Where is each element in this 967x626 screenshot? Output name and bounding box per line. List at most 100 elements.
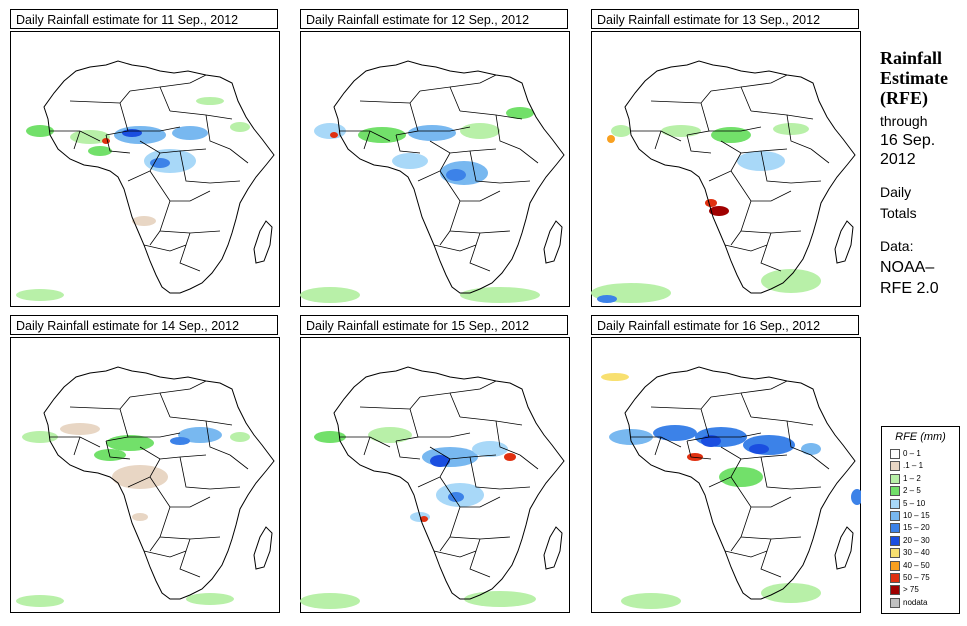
rainfall-area: [132, 216, 156, 226]
country-border: [720, 140, 788, 154]
africa-map-svg: [10, 337, 280, 613]
rainfall-area: [300, 593, 360, 609]
country-border: [128, 432, 181, 438]
panel-title: Daily Rainfall estimate for 13 Sep., 201…: [591, 9, 859, 29]
africa-coastline: [43, 60, 275, 294]
africa-coastline: [333, 60, 565, 294]
rainfall-area: [464, 591, 536, 607]
country-border: [720, 446, 788, 460]
rainfall-area: [230, 122, 250, 132]
legend-item: nodata: [890, 597, 956, 609]
country-border: [495, 114, 521, 150]
country-border: [740, 380, 788, 394]
legend-item: 20 – 30: [890, 535, 956, 547]
country-border: [449, 380, 497, 394]
panel-title: Daily Rainfall estimate for 12 Sep., 201…: [300, 9, 568, 29]
country-border: [205, 420, 231, 456]
africa-coastline: [333, 366, 565, 600]
country-border: [149, 536, 161, 552]
country-border: [439, 230, 451, 246]
rainfall-area: [170, 437, 190, 445]
country-border: [790, 486, 822, 490]
country-border: [469, 538, 491, 578]
rainfall-area: [60, 423, 100, 435]
country-border: [229, 148, 249, 164]
rainfall-area: [88, 146, 112, 156]
country-border: [395, 440, 421, 460]
country-border: [179, 456, 211, 490]
map-frame: [10, 31, 280, 307]
country-border: [469, 232, 491, 272]
country-border: [73, 130, 81, 150]
country-border: [149, 230, 161, 246]
legend-label: 40 – 50: [903, 560, 930, 570]
totals-label: Totals: [880, 205, 917, 221]
country-border: [740, 74, 788, 88]
rainfall-area: [601, 373, 629, 381]
rainfall-area: [472, 441, 508, 457]
through-year: 2012: [880, 151, 916, 168]
panel-title: Daily Rainfall estimate for 16 Sep., 201…: [591, 315, 859, 335]
rainfall-area: [705, 199, 717, 207]
country-border: [209, 180, 241, 184]
rainfall-area: [172, 126, 208, 140]
legend-label: 50 – 75: [903, 573, 930, 582]
rainfall-area: [460, 287, 540, 303]
rainfall-area: [392, 153, 428, 169]
rainfall-area: [16, 595, 64, 607]
rainfall-area: [230, 432, 250, 442]
country-border: [429, 446, 497, 460]
country-border: [724, 550, 768, 558]
rainfall-area: [460, 123, 500, 139]
legend-swatch: [890, 597, 900, 608]
country-border: [686, 134, 712, 154]
rainfall-area: [607, 135, 615, 143]
rainfall-area: [102, 138, 110, 144]
source-line-2: RFE 2.0: [880, 280, 939, 297]
rfe-legend: RFE (mm) 0 – 1 .1 – 1 1 – 2 2 – 5 5 – 10 10 –…: [881, 426, 960, 614]
country-border: [519, 454, 539, 470]
legend-swatch: [890, 449, 900, 459]
country-border: [810, 148, 830, 164]
title-line-2: Estimate: [880, 68, 948, 88]
panel-title: Daily Rainfall estimate for 14 Sep., 201…: [10, 315, 278, 335]
rainfall-area: [653, 425, 697, 441]
rainfall-area: [737, 151, 785, 171]
rainfall-area: [597, 295, 617, 303]
map-panel-16-sep: Daily Rainfall estimate for 16 Sep., 201…: [591, 315, 861, 613]
legend-swatch: [890, 498, 900, 509]
country-border: [105, 440, 131, 460]
rainfall-area: [446, 169, 466, 181]
country-border: [105, 134, 131, 154]
through-label: through: [880, 113, 928, 129]
rainfall-area: [773, 123, 809, 135]
country-border: [449, 506, 511, 540]
rainfall-area: [801, 443, 821, 455]
source-line-1: NOAA–: [880, 259, 935, 276]
rainfall-area: [314, 431, 346, 443]
country-border: [143, 244, 187, 252]
legend-swatch: [890, 486, 900, 497]
country-border: [760, 150, 792, 184]
country-border: [740, 200, 802, 234]
country-border: [786, 420, 812, 456]
legend-label: 1 – 2: [903, 473, 921, 483]
country-border: [159, 506, 221, 540]
africa-coastline: [624, 366, 856, 600]
country-border: [760, 456, 792, 490]
panel-title: Daily Rainfall estimate for 11 Sep., 201…: [10, 9, 278, 29]
rainfall-map: [300, 31, 570, 307]
legend-swatch: [890, 473, 900, 484]
rainfall-area: [711, 127, 751, 143]
country-border: [433, 550, 477, 558]
legend-swatch: [890, 560, 900, 571]
rainfall-area: [743, 435, 795, 455]
legend-swatch: [890, 461, 900, 472]
rainfall-area: [506, 107, 534, 119]
legend-item: 15 – 20: [890, 523, 956, 534]
country-border: [149, 170, 211, 202]
legend-item: 5 – 10: [890, 498, 956, 510]
country-border: [209, 486, 241, 490]
legend-item: 50 – 75: [890, 573, 956, 584]
country-border: [730, 170, 792, 202]
